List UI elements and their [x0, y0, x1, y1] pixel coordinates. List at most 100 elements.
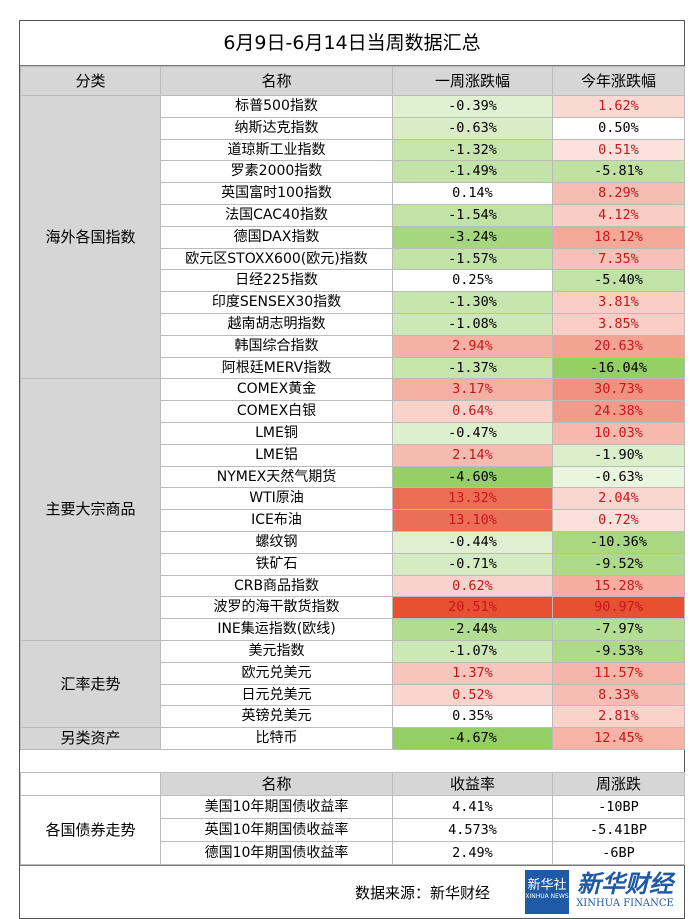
value-cell: -1.90% [552, 443, 685, 467]
value-cell: 0.14% [392, 182, 553, 205]
name-cell: 铁矿石 [160, 552, 393, 576]
value-cell: 13.10% [392, 509, 553, 532]
data-row: 铁矿石 -0.71% -9.52% [21, 552, 685, 576]
name-cell: 欧元区STOXX600(欧元)指数 [160, 247, 393, 271]
category-cell: 海外各国指数 [20, 94, 161, 380]
value-cell: -0.44% [392, 530, 553, 554]
value-cell: -1.07% [392, 639, 553, 663]
header-cell: 周涨跌 [552, 771, 685, 796]
value-cell: -9.52% [552, 552, 685, 576]
value-cell: -0.63% [392, 116, 553, 140]
name-cell: 螺纹钢 [160, 530, 393, 554]
data-row: 螺纹钢 -0.44% -10.36% [21, 530, 685, 554]
value-cell: -0.63% [552, 465, 685, 489]
name-cell: 德国DAX指数 [160, 225, 393, 249]
data-row: 波罗的海干散货指数 20.51% 90.97% [21, 596, 685, 620]
name-cell: 美国10年期国债收益率 [160, 794, 393, 819]
name-cell: NYMEX天然气期货 [160, 465, 393, 489]
category-cell: 汇率走势 [20, 639, 161, 729]
name-cell: INE集运指数(欧线) [160, 618, 393, 641]
xinhua-logo: 新华社 XINHUA NEWS [525, 869, 569, 914]
value-cell: 7.35% [552, 247, 685, 271]
value-cell: 2.49% [392, 840, 553, 865]
value-cell: 1.37% [392, 661, 553, 685]
spacer-cell [20, 771, 161, 796]
value-cell: -10.36% [552, 530, 685, 554]
value-cell: -0.47% [392, 421, 553, 445]
header-cell: 名称 [160, 66, 393, 96]
value-cell: -6BP [552, 840, 685, 865]
value-cell: 2.14% [392, 443, 553, 467]
value-cell: 30.73% [552, 378, 685, 402]
data-row: COMEX白银 0.64% 24.38% [21, 400, 685, 423]
logo-text: XINHUA FINANCE [576, 897, 674, 909]
name-cell: 英国富时100指数 [160, 182, 393, 205]
name-cell: WTI原油 [160, 487, 393, 511]
value-cell: 8.29% [552, 182, 685, 205]
value-cell: 20.51% [392, 596, 553, 620]
name-cell: 阿根廷MERV指数 [160, 356, 393, 380]
data-row: 海外各国指数 标普500指数 -0.39% 1.62% [20, 94, 685, 380]
name-cell: 标普500指数 [160, 95, 393, 118]
summary-card: 6月9日-6月14日当周数据汇总 分类 名称 一周涨跌幅 今年涨跌幅 海外各国指数 标普5… [19, 20, 685, 919]
header-cell: 一周涨跌幅 [392, 66, 553, 96]
spacer-cell [392, 748, 553, 773]
name-cell: 日经225指数 [160, 269, 393, 293]
value-cell: 11.57% [552, 661, 685, 685]
bond-row: 德国10年期国债收益率 2.49% -6BP [21, 840, 685, 865]
value-cell: 2.81% [552, 705, 685, 729]
value-cell: 0.52% [392, 683, 553, 707]
value-cell: -5.40% [552, 269, 685, 293]
value-cell: 4.41% [392, 794, 553, 819]
value-cell: 0.25% [392, 269, 553, 293]
name-cell: LME铝 [160, 443, 393, 467]
data-row: LME铜 -0.47% 10.03% [21, 421, 685, 445]
value-cell: -3.24% [392, 225, 553, 249]
value-cell: 15.28% [552, 574, 685, 598]
header-cell: 分类 [20, 66, 161, 96]
value-cell: 18.12% [552, 225, 685, 249]
value-cell: 0.35% [392, 705, 553, 729]
value-cell: 3.17% [392, 378, 553, 402]
name-cell: 美元指数 [160, 639, 393, 663]
data-row: WTI原油 13.32% 2.04% [21, 487, 685, 511]
name-cell: 波罗的海干散货指数 [160, 596, 393, 620]
value-cell: -10BP [552, 794, 685, 819]
data-row: 日元兑美元 0.52% 8.33% [21, 683, 685, 707]
finance-logo: 新华财经 XINHUA FINANCE [575, 869, 675, 909]
value-cell: -1.57% [392, 247, 553, 271]
spacer-cell [20, 748, 161, 773]
value-cell: -1.37% [392, 356, 553, 380]
value-cell: -5.81% [552, 160, 685, 184]
data-row: 罗素2000指数 -1.49% -5.81% [21, 160, 685, 184]
category-cell: 另类资产 [20, 727, 161, 750]
name-cell: 罗素2000指数 [160, 160, 393, 184]
value-cell: 4.12% [552, 203, 685, 227]
value-cell: -4.67% [392, 727, 553, 750]
bond-row: 各国债券走势 美国10年期国债收益率 4.41% -10BP [20, 794, 685, 865]
name-cell: CRB商品指数 [160, 574, 393, 598]
header-cell: 今年涨跌幅 [552, 66, 685, 96]
name-cell: 欧元兑美元 [160, 661, 393, 685]
value-cell: 0.50% [552, 116, 685, 140]
value-cell: 0.62% [392, 574, 553, 598]
logo-text: XINHUA NEWS [525, 892, 569, 900]
name-cell: 德国10年期国债收益率 [160, 840, 393, 865]
value-cell: 3.85% [552, 312, 685, 336]
data-row: 欧元区STOXX600(欧元)指数 -1.57% 7.35% [21, 247, 685, 271]
name-cell: 纳斯达克指数 [160, 116, 393, 140]
value-cell: 2.94% [392, 334, 553, 358]
name-cell: 越南胡志明指数 [160, 312, 393, 336]
value-cell: -1.08% [392, 312, 553, 336]
value-cell: -9.53% [552, 639, 685, 663]
value-cell: 2.04% [552, 487, 685, 511]
header-cell: 收益率 [392, 771, 553, 796]
name-cell: 道琼斯工业指数 [160, 138, 393, 162]
name-cell: 日元兑美元 [160, 683, 393, 707]
value-cell: 0.64% [392, 400, 553, 423]
value-cell: -2.44% [392, 618, 553, 641]
value-cell: 12.45% [552, 727, 685, 750]
data-row: ICE布油 13.10% 0.72% [21, 509, 685, 532]
data-row: 英国富时100指数 0.14% 8.29% [21, 182, 685, 205]
header-cell: 名称 [160, 771, 393, 796]
